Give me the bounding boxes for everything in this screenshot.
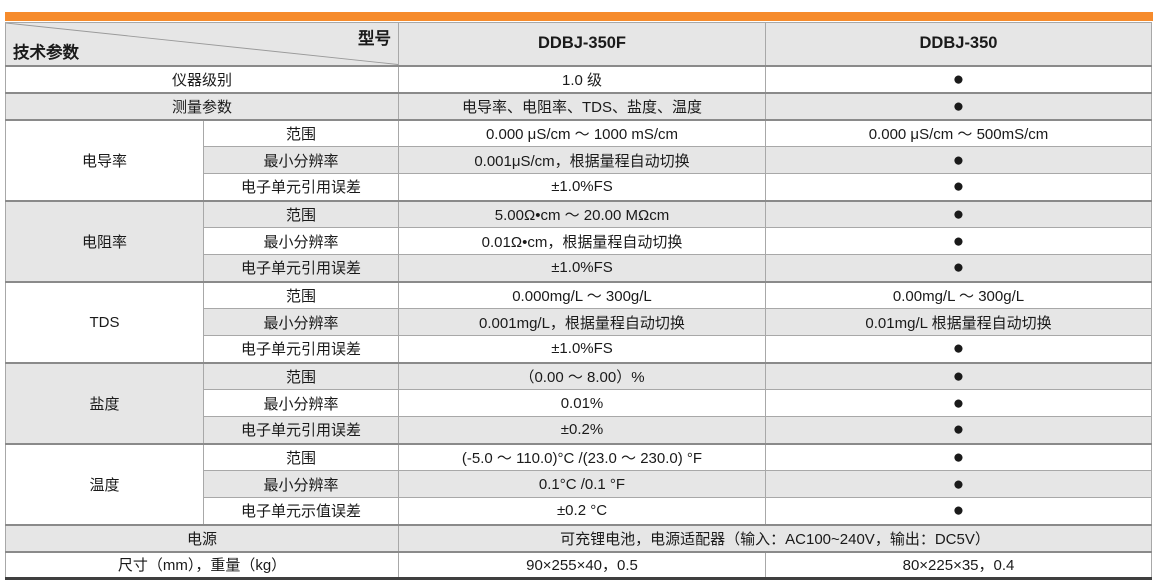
value-350: ● [765,173,1152,201]
group-label: 盐度 [5,361,204,444]
accent-bar [5,12,1153,21]
value-350f: 0.001mg/L，根据量程自动切换 [398,308,766,336]
param-label: 电子单元引用误差 [203,416,399,444]
table-row: 电导率 范围 0.000 μS/cm ～ 1000 mS/cm 0.000 μS… [5,118,1152,201]
table-row: 温度 范围 (-5.0 ～ 110.0)°C /(23.0 ～ 230.0) °… [5,442,1152,525]
value-350f: ±1.0%FS [398,173,766,201]
param-label: 最小分辨率 [203,470,399,498]
value-350: 0.000 μS/cm ～ 500mS/cm [765,118,1152,147]
value-350f: 0.01% [398,389,766,417]
value-350: 0.00mg/L ～ 300g/L [765,280,1152,309]
value-350: ● [765,91,1152,120]
value-350f: 0.01Ω•cm，根据量程自动切换 [398,227,766,255]
table-row: 电源 可充锂电池，电源适配器（输入：AC100~240V，输出：DC5V） [5,523,1152,552]
param-label: 范围 [203,199,399,228]
row-label: 仪器级别 [5,64,399,93]
value-both-models: 可充锂电池，电源适配器（输入：AC100~240V，输出：DC5V） [398,523,1152,552]
value-350f: 0.001μS/cm，根据量程自动切换 [398,146,766,174]
column-header-ddbj-350f: DDBJ-350F [398,22,766,66]
param-label: 电子单元引用误差 [203,173,399,201]
value-350: ● [765,146,1152,174]
param-label: 最小分辨率 [203,308,399,336]
param-label: 最小分辨率 [203,146,399,174]
value-350: ● [765,227,1152,255]
table-row: 测量参数 电导率、电阻率、TDS、盐度、温度 ● [5,91,1152,120]
table-row: 电阻率 范围 5.00Ω•cm ～ 20.00 MΩcm ● [5,199,1152,282]
param-label: 范围 [203,361,399,390]
table-row: 电子单元引用误差 ±1.0%FS ● [6,173,1152,201]
value-350f: （0.00 ～ 8.00）% [398,361,766,390]
value-350f: 90×255×40，0.5 [398,550,766,579]
group-label: 电导率 [5,118,204,201]
corner-label-model: 型号 [358,30,391,48]
table-row: 仪器级别 1.0 级 ● [5,64,1152,93]
value-350f: 1.0 级 [398,64,766,93]
value-350: ● [765,442,1152,471]
value-350f: 0.000mg/L ～ 300g/L [398,280,766,309]
value-350: 80×225×35，0.4 [765,550,1152,579]
corner-label-tech-params: 技术参数 [13,43,79,62]
row-label: 测量参数 [5,91,399,120]
param-label: 电子单元示值误差 [203,497,399,525]
table-row: 电子单元示值误差 ±0.2 °C ● [6,497,1152,525]
value-350: ● [765,416,1152,444]
value-350: ● [765,470,1152,498]
param-label: 电子单元引用误差 [203,335,399,363]
param-label: 最小分辨率 [203,227,399,255]
table-row: 尺寸（mm），重量（kg） 90×255×40，0.5 80×225×35，0.… [5,550,1152,579]
value-350f: 电导率、电阻率、TDS、盐度、温度 [398,91,766,120]
diagonal-divider [6,23,398,65]
value-350: ● [765,254,1152,282]
value-350: ● [765,361,1152,390]
group-label: 温度 [5,442,204,525]
value-350: ● [765,335,1152,363]
value-350: ● [765,497,1152,525]
value-350: ● [765,199,1152,228]
value-350f: ±0.2 °C [398,497,766,525]
row-label: 尺寸（mm），重量（kg） [5,550,399,579]
group-label: TDS [5,280,204,363]
value-350f: ±1.0%FS [398,335,766,363]
spec-table: 型号 技术参数 DDBJ-350F DDBJ-350 仪器级别 1.0 级 ● … [5,22,1152,580]
param-label: 范围 [203,280,399,309]
value-350f: (-5.0 ～ 110.0)°C /(23.0 ～ 230.0) °F [398,442,766,471]
value-350f: ±1.0%FS [398,254,766,282]
value-350: ● [765,389,1152,417]
param-label: 范围 [203,118,399,147]
table-row: 盐度 范围 （0.00 ～ 8.00）% ● [5,361,1152,444]
table-row: 电子单元引用误差 ±1.0%FS ● [6,254,1152,282]
column-header-ddbj-350: DDBJ-350 [765,22,1152,66]
value-350f: ±0.2% [398,416,766,444]
group-label: 电阻率 [5,199,204,282]
table-row: TDS 范围 0.000mg/L ～ 300g/L 0.00mg/L ～ 300… [5,280,1152,363]
param-label: 电子单元引用误差 [203,254,399,282]
param-label: 范围 [203,442,399,471]
param-label: 最小分辨率 [203,389,399,417]
value-350f: 5.00Ω•cm ～ 20.00 MΩcm [398,199,766,228]
table-row: 电子单元引用误差 ±0.2% ● [6,416,1152,444]
value-350f: 0.000 μS/cm ～ 1000 mS/cm [398,118,766,147]
table-row: 最小分辨率 0.01Ω•cm，根据量程自动切换 ● [6,227,1152,255]
table-header-row: 型号 技术参数 DDBJ-350F DDBJ-350 [5,22,1152,66]
row-label: 电源 [5,523,399,552]
value-350f: 0.1°C /0.1 °F [398,470,766,498]
corner-header-cell: 型号 技术参数 [5,22,399,66]
value-350: 0.01mg/L 根据量程自动切换 [765,308,1152,336]
value-350: ● [765,64,1152,93]
table-row: 最小分辨率 0.001mg/L，根据量程自动切换 0.01mg/L 根据量程自动… [6,308,1152,336]
